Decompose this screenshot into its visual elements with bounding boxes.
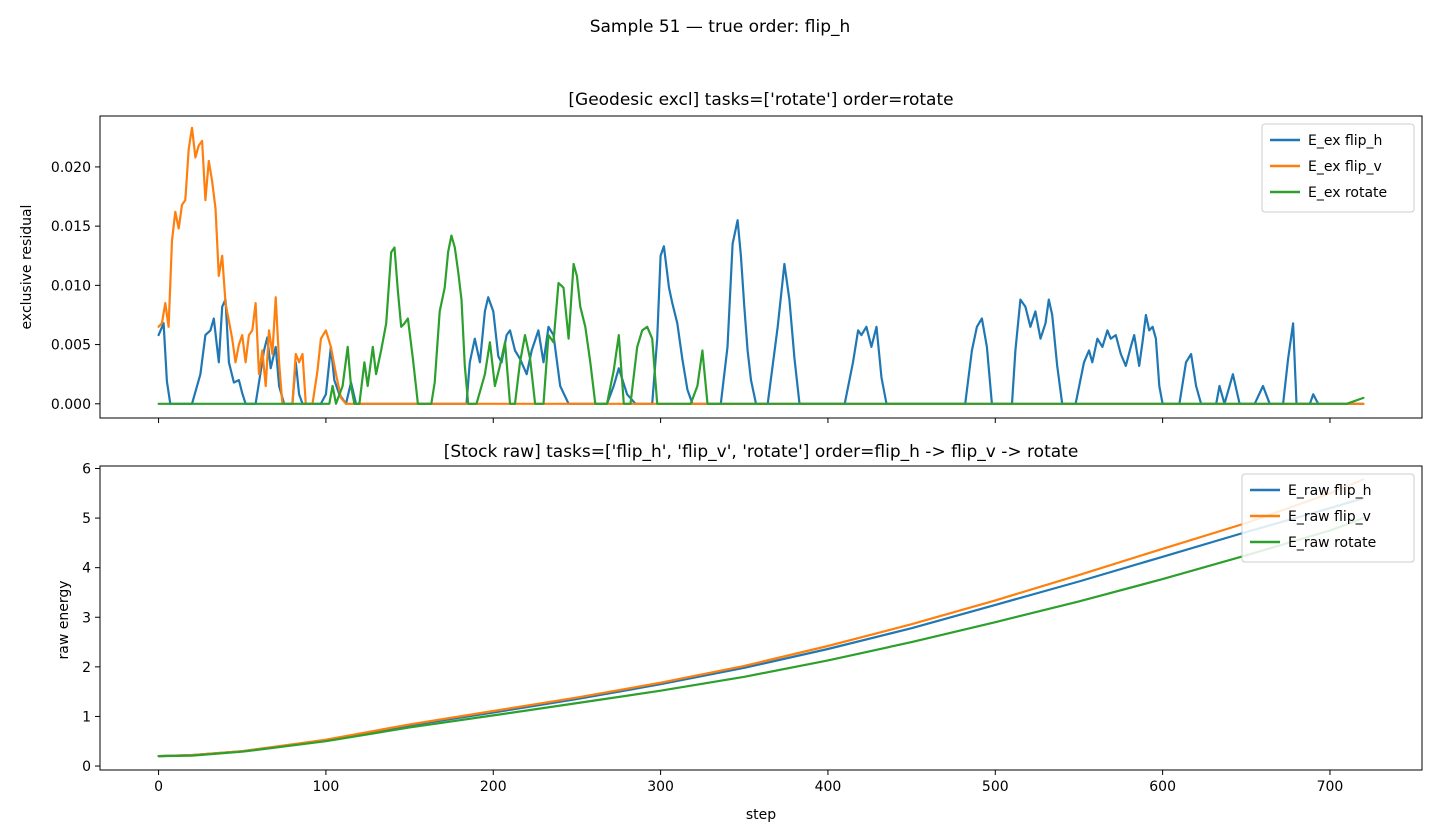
y-tick-label: 0.015 <box>51 219 91 235</box>
x-tick-label: 300 <box>647 779 674 795</box>
x-tick-label: 700 <box>1317 779 1344 795</box>
x-tick-label: 600 <box>1149 779 1176 795</box>
x-tick-label: 400 <box>815 779 842 795</box>
bottom-chart-title: [Stock raw] tasks=['flip_h', 'flip_v', '… <box>444 442 1079 462</box>
bottom-chart-ylabel: raw energy <box>56 580 72 659</box>
top-chart: [Geodesic excl] tasks=['rotate'] order=r… <box>19 90 1423 423</box>
bottom-chart: [Stock raw] tasks=['flip_h', 'flip_v', '… <box>56 442 1423 823</box>
legend-label: E_ex flip_v <box>1308 159 1382 175</box>
bottom-chart-series <box>157 478 1365 758</box>
legend-label: E_ex flip_h <box>1308 133 1382 149</box>
y-tick-label: 0.020 <box>51 160 91 176</box>
top-chart-frame <box>99 115 1423 419</box>
series-line-3 <box>157 517 1365 758</box>
y-tick-label: 3 <box>82 610 91 626</box>
y-tick-label: 2 <box>82 660 91 676</box>
y-tick-label: 6 <box>82 461 91 477</box>
y-tick-label: 5 <box>82 511 91 527</box>
y-tick-label: 1 <box>82 709 91 725</box>
x-tick-label: 0 <box>154 779 163 795</box>
bottom-chart-frame <box>99 465 1423 771</box>
legend-box <box>1241 473 1415 563</box>
legend-label: E_ex rotate <box>1308 185 1387 201</box>
series-line-2 <box>157 478 1365 758</box>
bottom-chart-legend: E_raw flip_h E_raw flip_v E_raw rotate <box>1241 473 1415 563</box>
bottom-chart-ticks: 0 100 200 300 400 500 600 700 0 1 2 3 4 5 6 <box>82 461 1343 795</box>
top-chart-title: [Geodesic excl] tasks=['rotate'] order=r… <box>568 90 953 110</box>
x-tick-label: 200 <box>480 779 507 795</box>
legend-box <box>1261 123 1415 213</box>
y-tick-label: 0.010 <box>51 278 91 294</box>
legend-label: E_raw rotate <box>1288 535 1376 551</box>
series-line-3 <box>157 234 1365 405</box>
series-line-2 <box>157 126 1365 405</box>
series-line-1 <box>157 219 1365 405</box>
top-chart-ticks: 0.000 0.005 0.010 0.015 0.020 <box>51 160 1331 423</box>
top-chart-series <box>157 126 1365 405</box>
x-tick-label: 100 <box>313 779 340 795</box>
bottom-chart-xlabel: step <box>746 807 776 823</box>
y-tick-label: 0.000 <box>51 397 91 413</box>
y-tick-label: 0 <box>82 759 91 775</box>
x-tick-label: 500 <box>982 779 1009 795</box>
y-tick-label: 0.005 <box>51 338 91 354</box>
top-chart-legend: E_ex flip_h E_ex flip_v E_ex rotate <box>1261 123 1415 213</box>
figure-suptitle: Sample 51 — true order: flip_h <box>590 17 851 37</box>
series-line-1 <box>157 497 1365 758</box>
top-chart-ylabel: exclusive residual <box>19 205 35 330</box>
y-tick-label: 4 <box>82 561 91 577</box>
legend-label: E_raw flip_h <box>1288 483 1372 499</box>
legend-label: E_raw flip_v <box>1288 509 1371 525</box>
